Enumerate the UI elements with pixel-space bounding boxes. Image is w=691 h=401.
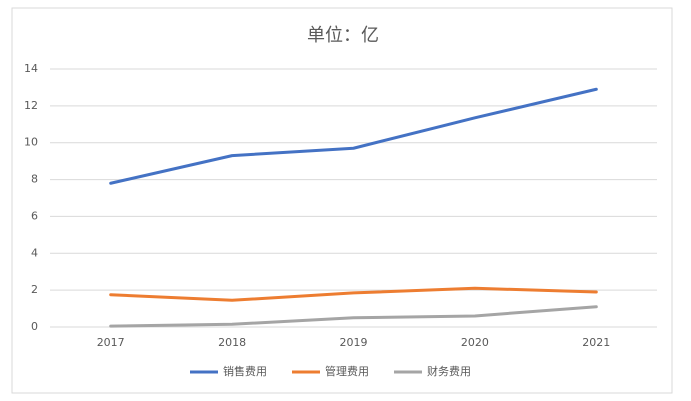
legend-label: 管理费用 xyxy=(325,364,369,378)
y-tick-label: 14 xyxy=(24,62,38,75)
series-line xyxy=(109,286,598,302)
x-tick-label: 2019 xyxy=(340,336,368,349)
y-tick-label: 2 xyxy=(31,283,38,296)
y-tick-label: 10 xyxy=(24,136,38,149)
y-tick-label: 12 xyxy=(24,99,38,112)
x-tick-label: 2018 xyxy=(218,336,246,349)
legend-label: 财务费用 xyxy=(427,364,471,378)
chart-frame xyxy=(11,7,673,394)
x-tick-label: 2017 xyxy=(97,336,125,349)
y-tick-label: 0 xyxy=(31,320,38,333)
y-tick-label: 8 xyxy=(31,173,38,186)
legend-label: 销售费用 xyxy=(223,364,267,378)
x-tick-label: 2021 xyxy=(582,336,610,349)
series-line xyxy=(109,305,598,328)
chart-title: 单位：亿 xyxy=(307,25,379,46)
x-tick-label: 2020 xyxy=(461,336,489,349)
y-tick-label: 6 xyxy=(31,209,38,222)
series-line xyxy=(109,87,598,185)
y-tick-label: 4 xyxy=(31,246,38,259)
